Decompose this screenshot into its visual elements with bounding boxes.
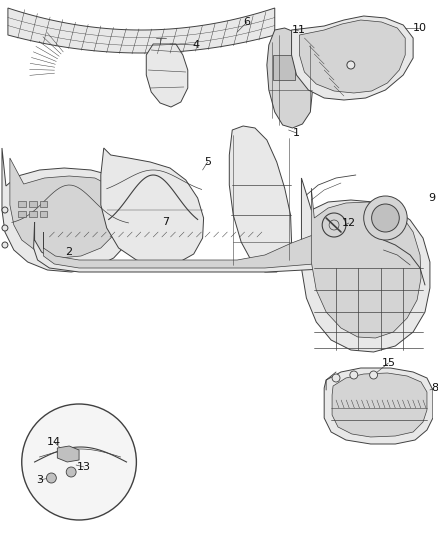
- Polygon shape: [229, 126, 292, 272]
- Text: 9: 9: [428, 193, 435, 203]
- Circle shape: [350, 371, 358, 379]
- Circle shape: [371, 204, 399, 232]
- Polygon shape: [332, 373, 427, 437]
- Polygon shape: [146, 44, 188, 107]
- Circle shape: [370, 371, 378, 379]
- Text: 8: 8: [431, 383, 438, 393]
- Text: 13: 13: [77, 462, 91, 472]
- Polygon shape: [10, 158, 120, 258]
- Bar: [39, 201, 47, 207]
- Polygon shape: [311, 188, 421, 338]
- Polygon shape: [43, 224, 384, 268]
- Polygon shape: [292, 16, 413, 100]
- Text: 3: 3: [36, 475, 43, 485]
- Text: 6: 6: [244, 17, 251, 27]
- Circle shape: [332, 374, 340, 382]
- Polygon shape: [8, 8, 275, 53]
- Text: 2: 2: [66, 247, 73, 257]
- Circle shape: [46, 473, 57, 483]
- Text: 11: 11: [291, 25, 305, 35]
- Circle shape: [347, 61, 355, 69]
- Text: 15: 15: [381, 358, 396, 368]
- Polygon shape: [101, 148, 204, 266]
- Polygon shape: [273, 55, 294, 80]
- Polygon shape: [267, 28, 312, 128]
- Text: 5: 5: [204, 157, 211, 167]
- Polygon shape: [324, 368, 433, 444]
- Polygon shape: [57, 446, 79, 462]
- Circle shape: [2, 207, 8, 213]
- Text: 10: 10: [413, 23, 427, 33]
- Bar: [39, 211, 47, 217]
- Bar: [28, 201, 36, 207]
- Bar: [18, 201, 26, 207]
- Text: 12: 12: [342, 218, 356, 228]
- Polygon shape: [2, 148, 136, 272]
- Polygon shape: [34, 222, 388, 272]
- Text: 1: 1: [293, 128, 300, 138]
- Circle shape: [22, 404, 136, 520]
- Circle shape: [2, 242, 8, 248]
- Polygon shape: [300, 20, 405, 93]
- Text: 4: 4: [192, 40, 199, 50]
- Text: 14: 14: [47, 437, 61, 447]
- Text: 7: 7: [162, 217, 170, 227]
- Polygon shape: [301, 178, 430, 352]
- Bar: [28, 211, 36, 217]
- Bar: [18, 211, 26, 217]
- Circle shape: [364, 196, 407, 240]
- Circle shape: [66, 467, 76, 477]
- Circle shape: [2, 225, 8, 231]
